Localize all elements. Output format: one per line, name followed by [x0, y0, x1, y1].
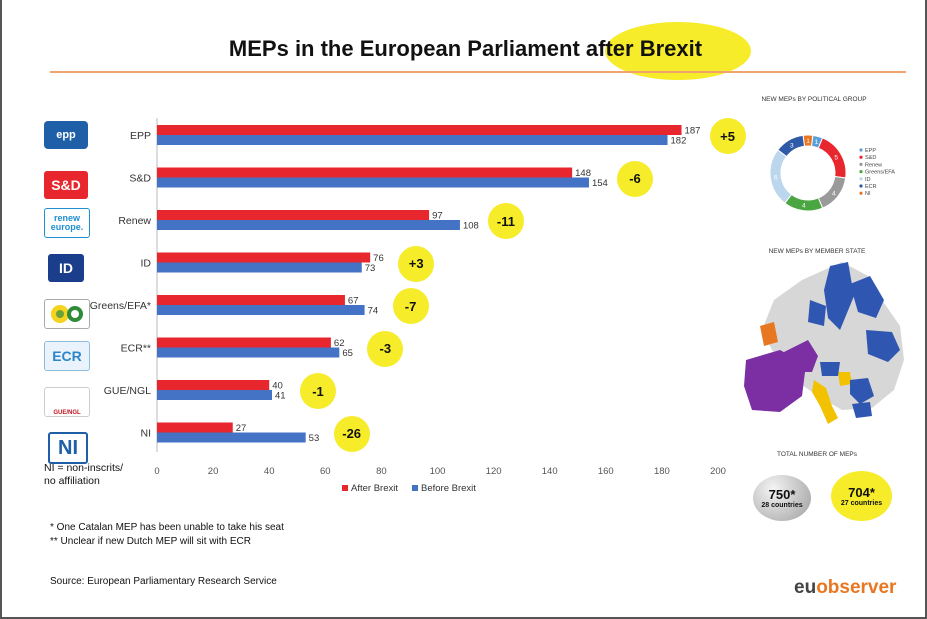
- ni-legend-line1: NI = non-inscrits/: [44, 462, 124, 474]
- renew-logo: renew europe.: [44, 208, 90, 238]
- title-divider: [50, 71, 906, 73]
- total-after-value: 704*: [848, 485, 875, 500]
- epp-logo-text: epp: [56, 129, 76, 141]
- footnotes: * One Catalan MEP has been unable to tak…: [50, 521, 284, 549]
- total-title: TOTAL NUMBER OF MEPs: [776, 451, 858, 458]
- source-note: Source: European Parliamentary Research …: [50, 576, 277, 587]
- total-before-circle: 750* 28 countries: [753, 475, 811, 521]
- sd-logo: S&D: [44, 171, 88, 199]
- ni-logo-text: NI: [58, 436, 78, 459]
- id-logo: ID: [48, 254, 84, 282]
- footnote-1: * One Catalan MEP has been unable to tak…: [50, 522, 284, 533]
- change-badge: -11: [487, 203, 524, 239]
- title-highlight: [605, 22, 751, 80]
- total-after-caption: 27 countries: [840, 500, 883, 507]
- change-badge: -3: [367, 330, 404, 367]
- change-badge: +3: [398, 245, 435, 282]
- total-after-circle: 704* 27 countries: [831, 471, 892, 521]
- brand-part2: observer: [816, 577, 897, 598]
- ecr-logo: ECR: [44, 341, 90, 371]
- title-main: MEPs in the European Parliament: [228, 36, 580, 61]
- ni-logo: NI: [48, 432, 88, 464]
- page-title: MEPs in the European Parliament after Br…: [2, 36, 927, 62]
- state-map-title: NEW MEPs BY MEMBER STATE: [768, 248, 866, 255]
- change-badge: +5: [709, 118, 746, 154]
- ecr-logo-text: ECR: [52, 348, 82, 364]
- footnote-2: ** Unclear if new Dutch MEP will sit wit…: [50, 536, 251, 547]
- title-highlight-text: after Brexit: [585, 36, 703, 61]
- change-badge: -6: [616, 160, 653, 197]
- greens-sunflower-icon: [51, 305, 83, 323]
- change-badge: -7: [392, 288, 429, 324]
- change-badge: -1: [300, 373, 336, 409]
- brand-part1: eu: [794, 577, 817, 598]
- ni-legend: NI = non-inscrits/ no affiliation: [44, 462, 123, 488]
- total-before-value: 750*: [768, 487, 796, 502]
- greens-logo: [44, 299, 90, 329]
- id-logo-text: ID: [59, 260, 73, 276]
- epp-logo: epp: [44, 121, 88, 149]
- group-chart-title: NEW MEPs BY POLITICAL GROUP: [761, 96, 867, 103]
- gue-logo-text: GUE/NGL: [53, 410, 81, 416]
- gue-logo: GUE/NGL: [44, 387, 90, 417]
- change-badge: -26: [333, 415, 370, 452]
- euobserver-logo: euobserver: [794, 577, 896, 599]
- sd-logo-text: S&D: [51, 177, 81, 193]
- renew-logo-text: renew europe.: [50, 213, 84, 232]
- ni-legend-line2: no affiliation: [44, 475, 100, 487]
- total-before-caption: 28 countries: [761, 502, 803, 509]
